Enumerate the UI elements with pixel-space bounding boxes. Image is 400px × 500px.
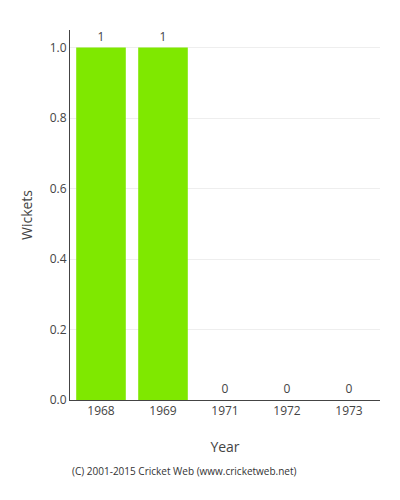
svg-text:0: 0 (346, 380, 353, 397)
svg-text:1: 1 (98, 28, 105, 45)
svg-text:1971: 1971 (211, 402, 238, 419)
svg-text:1972: 1972 (273, 402, 301, 419)
svg-text:0.0: 0.0 (50, 391, 67, 408)
svg-text:1: 1 (160, 28, 167, 45)
svg-text:Wickets: Wickets (17, 190, 36, 240)
svg-text:0.8: 0.8 (50, 109, 67, 126)
svg-text:1.0: 1.0 (50, 39, 67, 56)
svg-text:(C) 2001-2015 Cricket Web (www: (C) 2001-2015 Cricket Web (www.cricketwe… (72, 464, 297, 478)
svg-text:0: 0 (222, 380, 229, 397)
svg-text:1968: 1968 (87, 402, 115, 419)
svg-text:1973: 1973 (335, 402, 363, 419)
svg-text:0.6: 0.6 (50, 180, 67, 197)
svg-text:0.4: 0.4 (50, 250, 67, 267)
svg-text:0: 0 (284, 380, 291, 397)
svg-text:0.2: 0.2 (50, 321, 67, 338)
svg-text:Year: Year (210, 437, 239, 456)
svg-text:1969: 1969 (149, 402, 177, 419)
